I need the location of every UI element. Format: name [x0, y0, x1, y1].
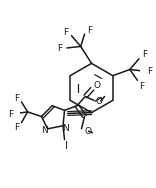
Text: O: O [84, 127, 91, 136]
Text: F: F [87, 26, 92, 35]
Text: F: F [14, 93, 19, 102]
Text: O: O [93, 81, 100, 90]
Text: N: N [62, 124, 69, 133]
Text: F: F [57, 44, 63, 53]
Text: F: F [147, 67, 152, 76]
Text: O: O [96, 97, 103, 106]
Text: I: I [65, 141, 68, 151]
Text: F: F [14, 123, 19, 132]
Text: N: N [41, 126, 48, 135]
Text: F: F [142, 50, 147, 59]
Text: F: F [63, 28, 69, 37]
Text: F: F [8, 110, 13, 119]
Text: F: F [139, 82, 144, 91]
